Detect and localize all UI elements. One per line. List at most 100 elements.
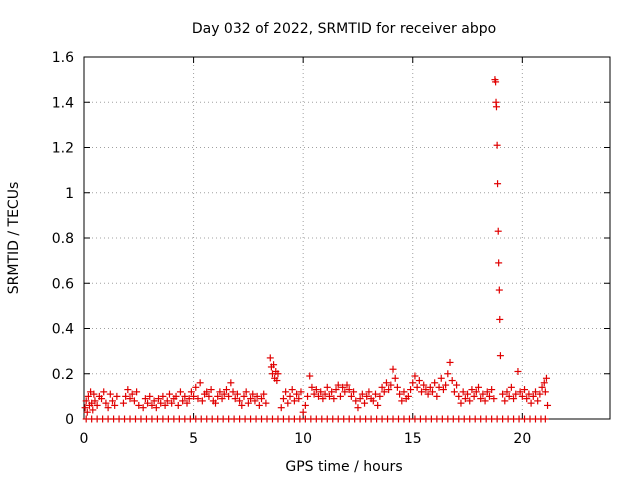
data-point: [207, 386, 215, 394]
data-point: [496, 352, 504, 360]
data-point: [83, 408, 91, 416]
y-tick-label: 0.4: [52, 322, 74, 338]
data-point: [536, 390, 544, 398]
data-point: [240, 392, 248, 400]
data-point: [251, 397, 259, 405]
data-point: [448, 377, 456, 385]
data-point: [247, 395, 255, 403]
data-point: [541, 388, 549, 396]
data-point: [332, 386, 340, 394]
data-point: [128, 390, 136, 398]
data-point: [490, 395, 498, 403]
y-tick-label: 1.6: [52, 50, 74, 66]
data-point: [455, 392, 463, 400]
data-point: [187, 388, 195, 396]
data-point: [433, 392, 441, 400]
data-point: [385, 386, 393, 394]
data-point: [475, 383, 482, 391]
data-point: [336, 392, 344, 400]
data-point: [124, 386, 132, 394]
data-point: [334, 381, 342, 389]
data-point: [91, 397, 99, 405]
data-point: [222, 386, 230, 394]
data-point: [295, 395, 303, 403]
data-point: [514, 367, 522, 375]
data-point: [485, 392, 493, 400]
data-point: [172, 392, 180, 400]
data-point: [236, 397, 244, 405]
data-point: [196, 379, 204, 387]
data-point: [288, 386, 296, 394]
data-point: [347, 392, 355, 400]
data-point: [198, 397, 206, 405]
data-point: [297, 388, 305, 396]
data-point: [113, 392, 121, 400]
data-point: [470, 392, 478, 400]
data-point: [512, 390, 520, 398]
data-point: [266, 354, 274, 362]
data-point: [354, 404, 362, 412]
data-point: [358, 390, 366, 398]
data-point: [301, 401, 309, 409]
data-point: [542, 374, 550, 382]
data-point: [495, 286, 503, 294]
data-point: [299, 408, 307, 416]
data-point: [534, 397, 542, 405]
data-point: [176, 388, 184, 396]
data-point: [538, 383, 546, 391]
data-point: [494, 180, 502, 188]
data-point: [464, 390, 472, 398]
data-point: [488, 386, 496, 394]
data-point: [407, 386, 415, 394]
data-point: [529, 392, 537, 400]
data-point: [194, 395, 202, 403]
x-axis-label: GPS time / hours: [285, 459, 402, 475]
data-point: [374, 401, 382, 409]
y-tick-label: 1.4: [52, 95, 74, 111]
data-point: [90, 390, 98, 398]
data-point: [282, 388, 290, 396]
y-tick-label: 1: [65, 186, 74, 202]
data-point: [155, 395, 163, 403]
data-point: [190, 392, 198, 400]
data-point: [492, 78, 500, 86]
data-point: [544, 401, 552, 409]
data-point: [306, 372, 314, 380]
data-point: [424, 390, 432, 398]
data-point: [249, 390, 257, 398]
data-point: [98, 395, 106, 403]
data-point: [255, 401, 263, 409]
data-point: [361, 399, 369, 407]
data-point: [521, 386, 529, 394]
data-point: [312, 386, 320, 394]
data-point: [376, 392, 384, 400]
data-point: [218, 395, 226, 403]
data-point: [481, 397, 489, 405]
data-point: [345, 386, 353, 394]
data-point: [304, 392, 312, 400]
data-point: [510, 395, 518, 403]
data-point: [310, 390, 318, 398]
data-point: [398, 397, 406, 405]
data-point: [293, 390, 301, 398]
data-point: [437, 374, 445, 382]
data-point: [499, 390, 507, 398]
data-point: [501, 397, 509, 405]
data-point: [505, 392, 513, 400]
data-point: [150, 397, 158, 405]
data-point: [396, 390, 404, 398]
data-point: [457, 399, 465, 407]
data-point: [428, 388, 436, 396]
data-point: [527, 399, 535, 407]
data-point: [531, 388, 539, 396]
data-point: [244, 399, 252, 407]
data-point: [496, 315, 504, 323]
data-point: [225, 392, 233, 400]
data-point: [431, 379, 439, 387]
data-point: [378, 383, 386, 391]
data-point: [450, 388, 458, 396]
data-point: [420, 381, 428, 389]
data-point: [179, 397, 187, 405]
data-point: [233, 390, 241, 398]
